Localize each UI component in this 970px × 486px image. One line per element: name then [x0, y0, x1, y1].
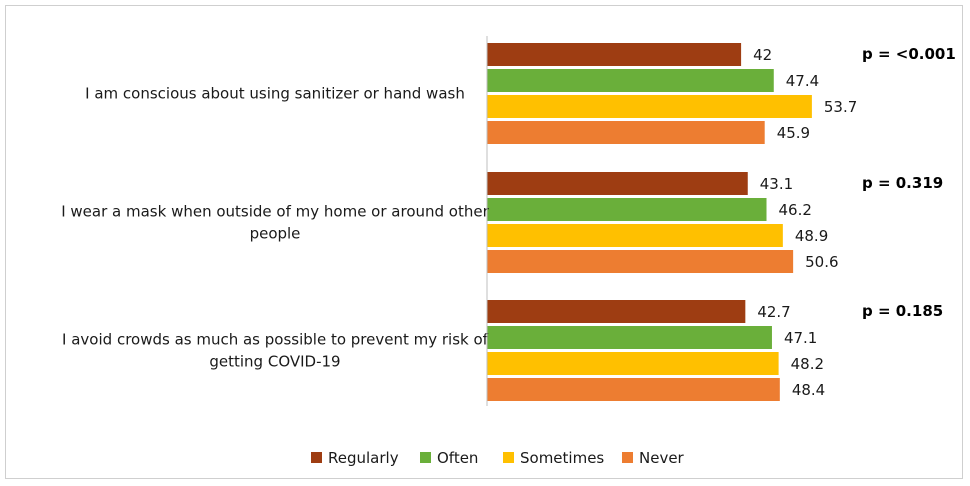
labels-group: I am conscious about using sanitizer or … — [61, 45, 956, 399]
bar-never — [487, 378, 780, 401]
legend-swatch-never — [622, 452, 633, 463]
value-label: 43.1 — [760, 175, 793, 193]
category-label: people — [250, 225, 301, 243]
bar-often — [487, 326, 772, 349]
p-value-label: p = 0.319 — [862, 174, 943, 192]
value-label: 48.2 — [791, 355, 824, 373]
legend-swatch-sometimes — [503, 452, 514, 463]
bar-sometimes — [487, 352, 779, 375]
category-label: getting COVID-19 — [209, 353, 340, 371]
bar-often — [487, 198, 767, 221]
p-value-label: p = <0.001 — [862, 45, 956, 63]
bar-never — [487, 250, 794, 273]
category-label: I avoid crowds as much as possible to pr… — [62, 331, 489, 349]
bar-never — [487, 121, 765, 144]
p-value-label: p = 0.185 — [862, 302, 943, 320]
value-label: 47.4 — [786, 72, 819, 90]
legend-swatch-often — [420, 452, 431, 463]
value-label: 48.4 — [792, 381, 825, 399]
chart-frame — [5, 5, 963, 479]
legend-label: Sometimes — [520, 449, 604, 467]
category-label: I wear a mask when outside of my home or… — [61, 203, 489, 221]
value-label: 46.2 — [779, 201, 812, 219]
bar-regularly — [487, 43, 742, 66]
value-label: 47.1 — [784, 329, 817, 347]
legend-label: Never — [639, 449, 685, 467]
category-label: I am conscious about using sanitizer or … — [85, 85, 465, 103]
legend: Regularly Often Sometimes Never — [311, 449, 685, 467]
value-label: 48.9 — [795, 227, 828, 245]
value-label: 45.9 — [777, 124, 810, 142]
bar-sometimes — [487, 224, 783, 247]
value-label: 42 — [753, 46, 772, 64]
bar-regularly — [487, 300, 746, 323]
value-label: 50.6 — [805, 253, 838, 271]
legend-label: Often — [437, 449, 478, 467]
legend-label: Regularly — [328, 449, 399, 467]
bar-often — [487, 69, 774, 92]
bars-group — [487, 43, 812, 401]
bar-regularly — [487, 172, 748, 195]
value-label: 42.7 — [757, 303, 790, 321]
value-label: 53.7 — [824, 98, 857, 116]
legend-swatch-regularly — [311, 452, 322, 463]
bar-sometimes — [487, 95, 812, 118]
